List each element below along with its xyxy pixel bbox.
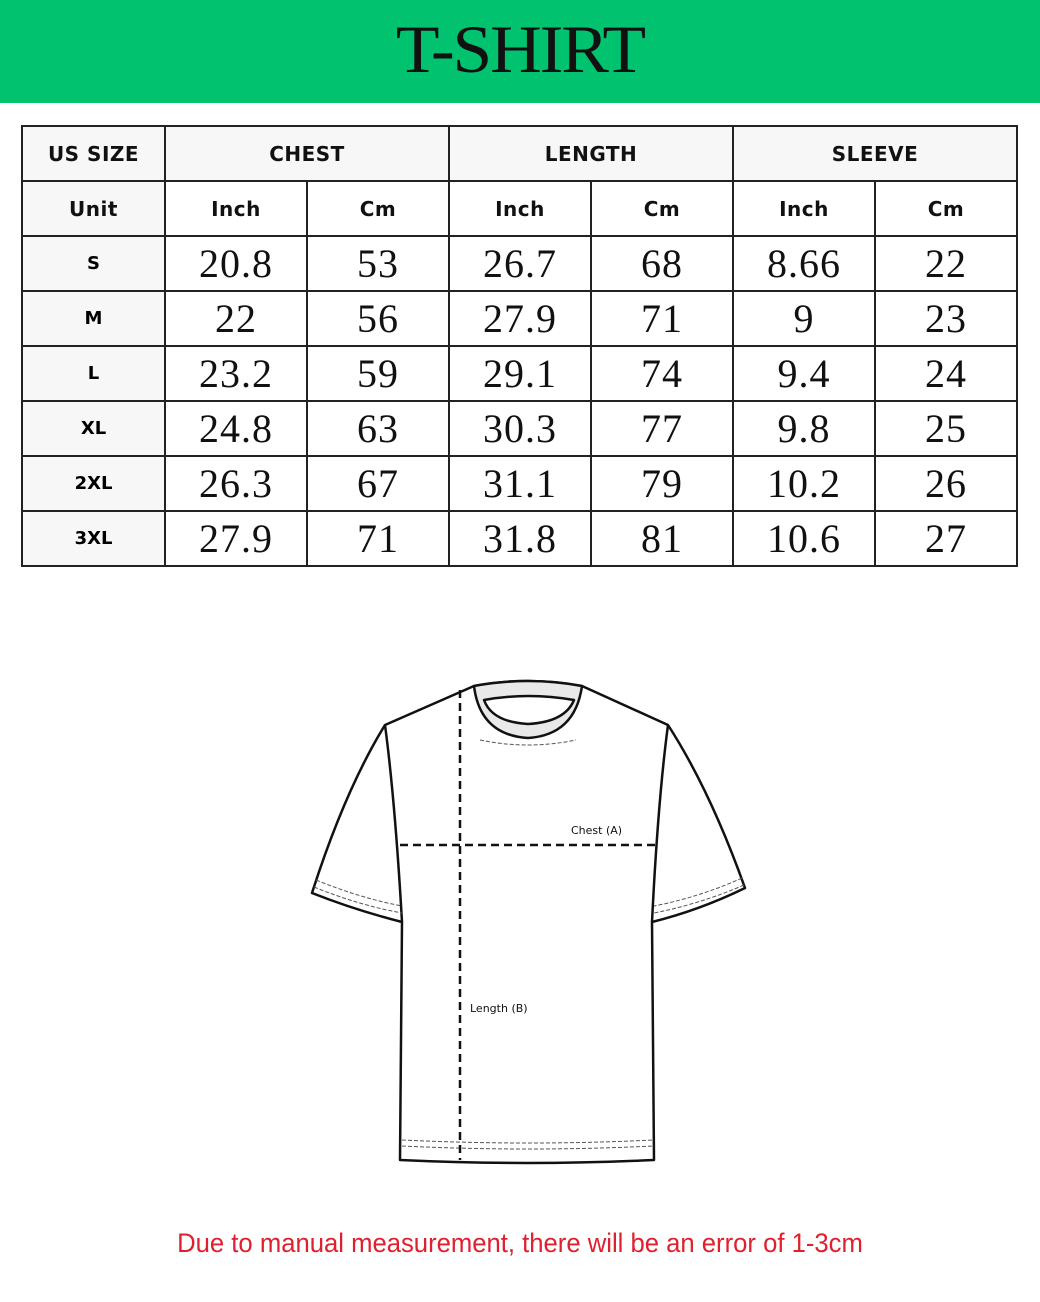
measurement-cell: 56 xyxy=(306,290,450,347)
unit-cell: Inch xyxy=(732,180,876,237)
size-label: S xyxy=(21,235,166,292)
header-row: US SIZE CHEST LENGTH SLEEVE xyxy=(21,125,1018,182)
unit-cell: Cm xyxy=(590,180,734,237)
unit-cell: Cm xyxy=(874,180,1018,237)
measurement-cell: 68 xyxy=(590,235,734,292)
header-length: LENGTH xyxy=(448,125,734,182)
measurement-cell: 27.9 xyxy=(164,510,308,567)
unit-cell: Unit xyxy=(21,180,166,237)
measurement-cell: 9.4 xyxy=(732,345,876,402)
page-title: T-SHIRT xyxy=(395,11,646,87)
measurement-cell: 24 xyxy=(874,345,1018,402)
unit-cell: Cm xyxy=(306,180,450,237)
collar-inner xyxy=(482,694,576,726)
measurement-cell: 81 xyxy=(590,510,734,567)
size-row: S 20.8 53 26.7 68 8.66 22 xyxy=(21,235,1018,292)
unit-row: Unit Inch Cm Inch Cm Inch Cm xyxy=(21,180,1018,237)
measurement-cell: 23.2 xyxy=(164,345,308,402)
measurement-cell: 22 xyxy=(874,235,1018,292)
header-us-size: US SIZE xyxy=(21,125,166,182)
measurement-cell: 27.9 xyxy=(448,290,592,347)
measurement-cell: 22 xyxy=(164,290,308,347)
measurement-cell: 77 xyxy=(590,400,734,457)
measurement-cell: 53 xyxy=(306,235,450,292)
header-chest: CHEST xyxy=(164,125,450,182)
measurement-cell: 10.2 xyxy=(732,455,876,512)
shirt-outline xyxy=(310,679,747,1165)
measurement-cell: 26 xyxy=(874,455,1018,512)
size-row: L 23.2 59 29.1 74 9.4 24 xyxy=(21,345,1018,402)
measurement-cell: 67 xyxy=(306,455,450,512)
measurement-cell: 59 xyxy=(306,345,450,402)
measurement-cell: 24.8 xyxy=(164,400,308,457)
size-row: 3XL 27.9 71 31.8 81 10.6 27 xyxy=(21,510,1018,567)
measurement-note: Due to manual measurement, there will be… xyxy=(177,1228,863,1258)
measurement-cell: 23 xyxy=(874,290,1018,347)
measurement-cell: 8.66 xyxy=(732,235,876,292)
measurement-cell: 9.8 xyxy=(732,400,876,457)
collar-stitching xyxy=(479,739,577,746)
measurement-cell: 71 xyxy=(306,510,450,567)
measurement-cell: 10.6 xyxy=(732,510,876,567)
measurement-cell: 20.8 xyxy=(164,235,308,292)
measurement-cell: 27 xyxy=(874,510,1018,567)
measurement-cell: 31.1 xyxy=(448,455,592,512)
measurement-cell: 31.8 xyxy=(448,510,592,567)
size-row: 2XL 26.3 67 31.1 79 10.2 26 xyxy=(21,455,1018,512)
size-row: XL 24.8 63 30.3 77 9.8 25 xyxy=(21,400,1018,457)
measurement-cell: 25 xyxy=(874,400,1018,457)
unit-cell: Inch xyxy=(448,180,592,237)
sleeve-seams xyxy=(383,724,670,923)
header-sleeve: SLEEVE xyxy=(732,125,1018,182)
chest-label: Chest (A) xyxy=(571,824,622,837)
measurement-cell: 26.7 xyxy=(448,235,592,292)
measurement-cell: 63 xyxy=(306,400,450,457)
title-banner xyxy=(0,0,1040,103)
size-row: M 22 56 27.9 71 9 23 xyxy=(21,290,1018,347)
length-label: Length (B) xyxy=(470,1002,528,1015)
measurement-cell: 79 xyxy=(590,455,734,512)
size-label: 3XL xyxy=(21,510,166,567)
size-table: US SIZE CHEST LENGTH SLEEVE Unit Inch Cm In… xyxy=(21,125,1018,567)
measurement-cell: 30.3 xyxy=(448,400,592,457)
measurement-cell: 74 xyxy=(590,345,734,402)
measurement-cell: 71 xyxy=(590,290,734,347)
size-label: 2XL xyxy=(21,455,166,512)
unit-cell: Inch xyxy=(164,180,308,237)
size-label: XL xyxy=(21,400,166,457)
size-label: M xyxy=(21,290,166,347)
measurement-cell: 9 xyxy=(732,290,876,347)
measurement-cell: 26.3 xyxy=(164,455,308,512)
measurement-cell: 29.1 xyxy=(448,345,592,402)
size-label: L xyxy=(21,345,166,402)
